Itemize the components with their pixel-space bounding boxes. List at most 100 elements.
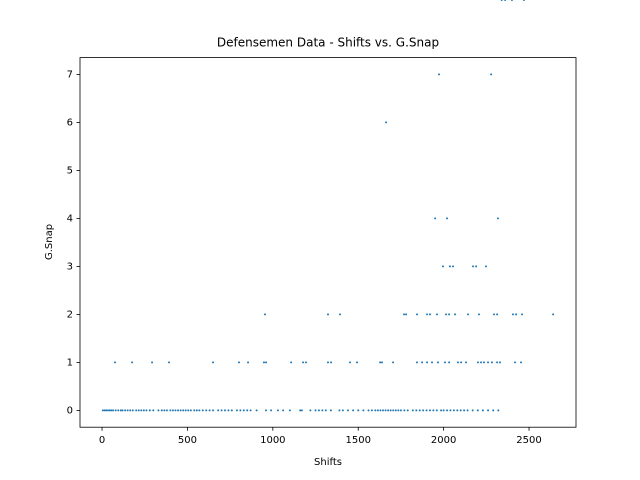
x-axis-label: Shifts bbox=[314, 457, 342, 468]
point bbox=[140, 409, 143, 412]
point bbox=[290, 361, 293, 364]
point bbox=[436, 361, 439, 364]
point bbox=[238, 361, 241, 364]
point bbox=[327, 361, 329, 364]
point bbox=[426, 361, 429, 364]
point bbox=[171, 409, 174, 412]
point bbox=[403, 409, 406, 412]
point bbox=[441, 265, 444, 268]
point bbox=[432, 409, 435, 412]
point bbox=[212, 409, 215, 412]
point bbox=[356, 361, 359, 364]
point bbox=[131, 409, 134, 412]
point bbox=[108, 409, 111, 412]
point bbox=[114, 409, 117, 412]
point bbox=[498, 361, 501, 364]
point bbox=[456, 361, 459, 364]
point bbox=[481, 409, 484, 412]
point bbox=[522, 0, 525, 1]
point bbox=[394, 409, 397, 412]
chart-title: Defensemen Data - Shifts vs. G.Snap bbox=[217, 36, 439, 50]
point bbox=[480, 361, 483, 364]
point bbox=[184, 409, 187, 412]
point bbox=[484, 265, 487, 268]
point bbox=[302, 361, 305, 364]
point bbox=[392, 409, 395, 412]
point bbox=[262, 361, 265, 364]
point bbox=[119, 409, 122, 412]
point bbox=[201, 409, 204, 412]
point bbox=[114, 361, 117, 364]
point bbox=[406, 409, 409, 412]
point bbox=[475, 265, 478, 268]
point bbox=[446, 217, 449, 220]
point bbox=[137, 409, 140, 412]
point bbox=[500, 0, 503, 1]
point bbox=[174, 409, 177, 412]
x-tick-label: 1000 bbox=[260, 435, 285, 446]
point bbox=[426, 313, 429, 316]
y-tick-label: 0 bbox=[67, 405, 73, 416]
point bbox=[374, 409, 377, 412]
point bbox=[329, 409, 332, 412]
point bbox=[504, 0, 507, 1]
point bbox=[212, 361, 215, 364]
point bbox=[142, 409, 145, 412]
point bbox=[224, 409, 227, 412]
point bbox=[276, 409, 279, 412]
point bbox=[112, 409, 115, 412]
point bbox=[490, 361, 493, 364]
point bbox=[101, 409, 104, 412]
point bbox=[367, 409, 370, 412]
point bbox=[520, 361, 523, 364]
point bbox=[552, 313, 555, 316]
y-tick-label: 3 bbox=[67, 261, 73, 272]
y-tick-label: 1 bbox=[67, 357, 73, 368]
point bbox=[309, 409, 312, 412]
x-tick-label: 500 bbox=[178, 435, 197, 446]
point bbox=[428, 409, 431, 412]
point bbox=[124, 409, 127, 412]
point bbox=[379, 361, 382, 364]
point bbox=[217, 409, 220, 412]
point bbox=[370, 409, 373, 412]
point bbox=[300, 409, 303, 412]
point bbox=[235, 409, 238, 412]
point bbox=[352, 409, 355, 412]
point bbox=[165, 409, 168, 412]
point bbox=[477, 313, 480, 316]
point bbox=[282, 409, 285, 412]
point bbox=[205, 409, 208, 412]
point bbox=[314, 409, 317, 412]
point bbox=[255, 409, 258, 412]
point bbox=[270, 409, 273, 412]
point bbox=[220, 409, 223, 412]
point bbox=[299, 409, 302, 412]
point bbox=[452, 409, 455, 412]
y-tick-label: 2 bbox=[67, 309, 73, 320]
point bbox=[246, 409, 249, 412]
point bbox=[449, 409, 452, 412]
point bbox=[445, 313, 448, 316]
point bbox=[476, 409, 479, 412]
point bbox=[490, 73, 493, 76]
point bbox=[179, 409, 182, 412]
x-tick-label: 2000 bbox=[431, 435, 456, 446]
point bbox=[514, 361, 517, 364]
point bbox=[431, 361, 434, 364]
point bbox=[346, 409, 349, 412]
point bbox=[521, 313, 524, 316]
point bbox=[103, 409, 106, 412]
point bbox=[107, 409, 110, 412]
y-axis-label: G.Snap bbox=[44, 224, 55, 260]
point bbox=[471, 409, 474, 412]
point bbox=[135, 409, 138, 412]
point bbox=[434, 217, 437, 220]
point bbox=[151, 361, 154, 364]
point bbox=[438, 73, 441, 76]
point bbox=[263, 313, 266, 316]
point bbox=[160, 409, 163, 412]
point bbox=[208, 409, 211, 412]
point bbox=[341, 409, 344, 412]
point bbox=[448, 265, 451, 268]
